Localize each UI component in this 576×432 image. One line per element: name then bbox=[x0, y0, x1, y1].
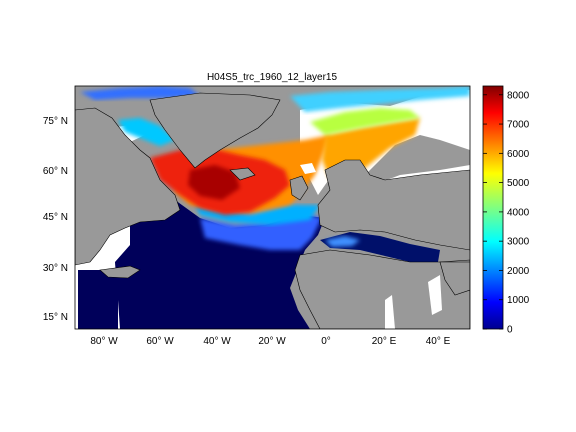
latitude-axis: 75° N 60° N 45° N 30° N 15° N bbox=[43, 116, 68, 323]
lon-tick-label: 60° W bbox=[146, 336, 174, 347]
iceland bbox=[229, 167, 256, 181]
map-title: H04S5_trc_1960_12_layer15 bbox=[207, 72, 338, 83]
longitude-axis: 80° W 60° W 40° W 20° W 0° 20° E 40° E bbox=[90, 336, 450, 347]
lon-tick-label: 0° bbox=[321, 336, 331, 347]
mediterranean-west bbox=[325, 236, 360, 247]
colorbar-tick-label: 7000 bbox=[507, 120, 530, 131]
lat-tick-label: 75° N bbox=[43, 116, 68, 127]
colorbar-tick-label: 8000 bbox=[507, 90, 530, 101]
colorbar-tick-label: 5000 bbox=[507, 178, 530, 189]
lat-tick-label: 60° N bbox=[43, 166, 68, 177]
cyan-band bbox=[195, 205, 320, 225]
lon-tick-label: 80° W bbox=[90, 336, 118, 347]
caribbean bbox=[78, 270, 118, 329]
lat-tick-label: 30° N bbox=[43, 263, 68, 274]
land-masses bbox=[75, 92, 470, 329]
lat-tick-label: 45° N bbox=[43, 212, 68, 223]
lon-tick-label: 20° W bbox=[258, 336, 286, 347]
lon-tick-label: 40° W bbox=[203, 336, 231, 347]
north-america bbox=[75, 107, 181, 266]
baffin-band bbox=[80, 86, 200, 100]
colorbar: 8000 7000 6000 5000 4000 3000 2000 1000 0 bbox=[482, 85, 530, 336]
africa bbox=[294, 249, 470, 329]
greenland bbox=[149, 92, 281, 169]
british-isles bbox=[289, 175, 309, 201]
colorbar-tick-label: 3000 bbox=[507, 237, 530, 248]
lat-tick-label: 15° N bbox=[43, 312, 68, 323]
arabia bbox=[439, 261, 470, 296]
map-frame bbox=[74, 85, 471, 330]
colorbar-ticks: 8000 7000 6000 5000 4000 3000 2000 1000 0 bbox=[483, 90, 530, 336]
colorbar-tick-label: 2000 bbox=[507, 266, 530, 277]
yellow-green-band bbox=[310, 108, 420, 135]
colorbar-tick-label: 1000 bbox=[507, 295, 530, 306]
labrador-band bbox=[118, 118, 175, 146]
lon-tick-label: 20° E bbox=[372, 336, 397, 347]
europe bbox=[317, 159, 470, 251]
cuba bbox=[99, 265, 141, 279]
arctic-band bbox=[290, 86, 470, 112]
lon-tick-label: 40° E bbox=[426, 336, 451, 347]
colorbar-tick-label: 0 bbox=[507, 325, 513, 336]
colorbar-gradient bbox=[482, 85, 504, 330]
land-gaps bbox=[300, 163, 442, 329]
dark-red-core bbox=[188, 165, 240, 200]
colorbar-tick-label: 6000 bbox=[507, 149, 530, 160]
colorbar-tick-label: 4000 bbox=[507, 207, 530, 218]
map-panel bbox=[75, 86, 470, 329]
